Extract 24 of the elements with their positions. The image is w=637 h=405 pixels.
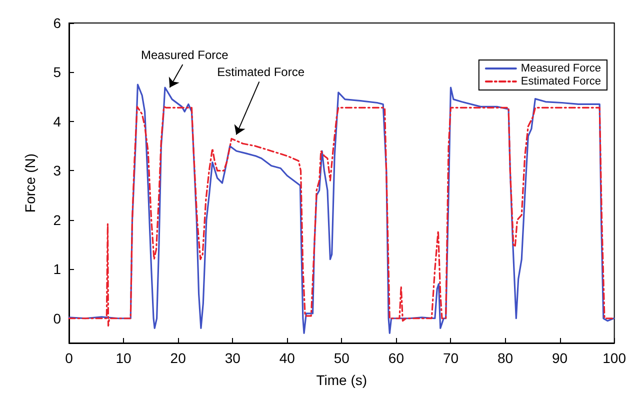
- x-axis-title: Time (s): [316, 372, 368, 388]
- annotation: Measured Force: [140, 48, 229, 62]
- legend-label: Measured Force: [520, 62, 602, 74]
- y-tick-label: 6: [53, 15, 62, 31]
- x-tick-label: 20: [170, 350, 186, 366]
- x-tick-label: 40: [279, 350, 296, 366]
- legend-label: Estimated Force: [520, 76, 602, 88]
- x-tick-label: 30: [224, 350, 241, 366]
- y-axis-title: Force (N): [22, 153, 38, 213]
- x-tick-label: 0: [65, 350, 74, 366]
- x-tick-label: 80: [497, 350, 514, 366]
- y-tick-label: 5: [53, 64, 62, 80]
- y-tick-label: 3: [53, 162, 62, 179]
- y-tick-label: 1: [53, 261, 62, 278]
- x-tick-label: 50: [334, 350, 350, 366]
- y-tick-label: 0: [53, 310, 62, 326]
- annotation: Estimated Force: [217, 65, 305, 80]
- y-tick-label: 2: [53, 212, 62, 228]
- x-tick-label: 70: [442, 350, 459, 366]
- x-tick-label: 60: [388, 350, 404, 366]
- x-tick-label: 100: [602, 350, 626, 366]
- x-tick-label: 10: [116, 350, 132, 366]
- x-tick-label: 90: [552, 350, 568, 366]
- y-tick-label: 4: [53, 113, 62, 130]
